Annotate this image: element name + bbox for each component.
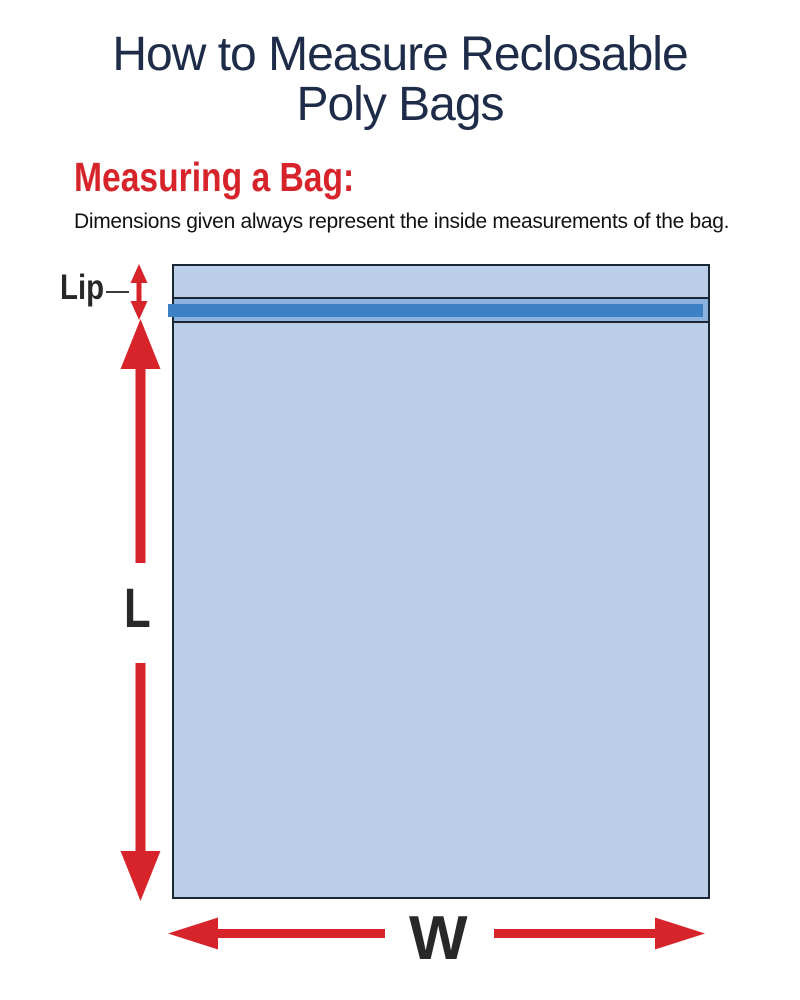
zipper-band [168, 297, 708, 323]
lip-label: Lip [60, 268, 105, 307]
lip-dash-line [106, 291, 129, 293]
lip-arrow-icon [130, 264, 148, 320]
page-title: How to Measure Reclosable Poly Bags [0, 30, 800, 130]
length-label: L [124, 576, 151, 639]
length-arrow-icon [120, 319, 161, 901]
zipper-stripe [168, 304, 703, 317]
width-arrow-left-icon [168, 917, 385, 950]
page-title-line2: Poly Bags [296, 78, 504, 131]
page-title-line1: How to Measure Reclosable [112, 28, 688, 81]
bag-graphic [168, 264, 710, 899]
section-heading: Measuring a Bag: [74, 154, 355, 200]
description-text: Dimensions given always represent the in… [74, 210, 730, 233]
width-label: W [409, 904, 468, 973]
width-arrow-right-icon [494, 917, 705, 950]
